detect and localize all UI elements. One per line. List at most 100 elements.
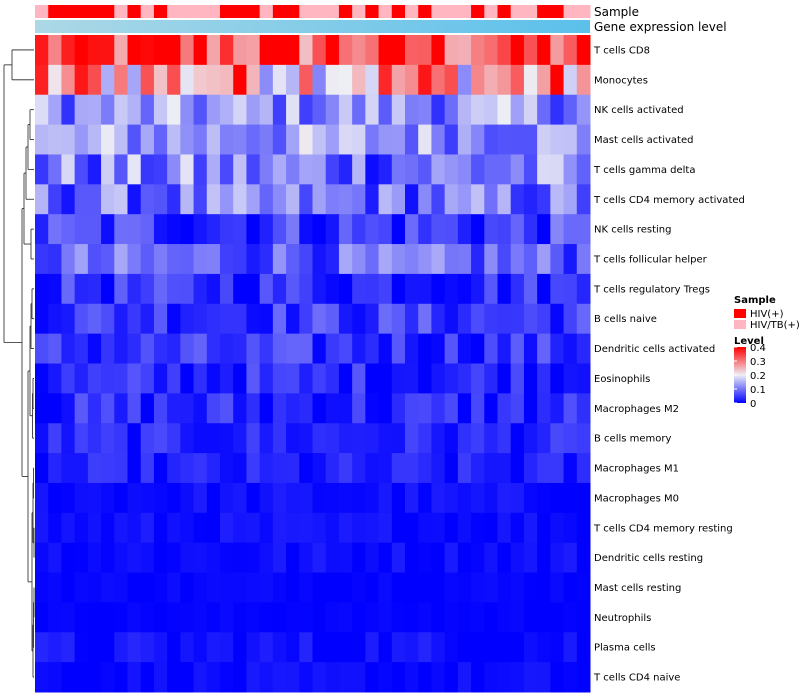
heatmap-cell [114, 214, 128, 245]
heatmap-cell [550, 363, 565, 394]
heatmap-cell [206, 333, 221, 364]
heatmap-cell [74, 662, 89, 693]
heatmap-cell [405, 363, 419, 394]
heatmap-cell [74, 273, 89, 305]
expression-annotation-bar [35, 20, 590, 33]
heatmap-cell [405, 154, 419, 185]
heatmap-cell [510, 453, 525, 484]
heatmap-cell [378, 94, 393, 126]
heatmap-cell [286, 124, 300, 155]
heatmap-cell [471, 662, 485, 693]
heatmap-cell [246, 542, 261, 574]
heatmap-cell [206, 184, 221, 215]
heatmap-cell [153, 154, 168, 185]
heatmap-cell [87, 363, 102, 394]
heatmap-cell [87, 214, 102, 245]
heatmap-cell [537, 632, 551, 663]
heatmap-cell [471, 393, 485, 424]
heatmap-cell [193, 184, 208, 215]
heatmap-cell [233, 542, 247, 574]
heatmap-cell [74, 393, 89, 424]
heatmap-cell [576, 154, 591, 185]
heatmap-cell [206, 423, 221, 454]
heatmap-cell [101, 542, 115, 574]
heatmap-cell [35, 303, 49, 335]
heatmap-cell [444, 214, 459, 245]
heatmap-cell [431, 184, 446, 215]
heatmap-cell [74, 64, 89, 96]
heatmap-cell [246, 662, 261, 693]
heatmap-cell [259, 512, 274, 544]
heatmap-cell [405, 453, 419, 484]
heatmap-cell [127, 244, 142, 275]
heatmap-cell [431, 482, 446, 514]
heatmap-cell [550, 94, 565, 126]
row-label: NK cells activated [594, 105, 684, 116]
row-label: Dendritic cells activated [594, 344, 715, 355]
heatmap-cell [101, 35, 115, 66]
heatmap-cell [457, 94, 472, 126]
heatmap-cell [193, 482, 208, 514]
heatmap-cell [523, 363, 538, 394]
heatmap-cell [550, 453, 565, 484]
heatmap-cell [74, 154, 89, 185]
heatmap-cell [444, 363, 459, 394]
heatmap-cell [497, 124, 512, 155]
sample-annotation-cell [365, 5, 380, 18]
legend-tick-label: 0.4 [750, 343, 766, 354]
heatmap-cell [299, 632, 313, 663]
heatmap-cell [87, 572, 102, 603]
heatmap-cell [61, 184, 76, 215]
heatmap-cell [61, 35, 76, 66]
heatmap-cell [259, 363, 274, 394]
heatmap-cell [431, 333, 446, 364]
heatmap-cell [312, 572, 327, 603]
heatmap-cell [259, 572, 274, 603]
heatmap-cell [246, 572, 261, 603]
heatmap-cell [563, 244, 578, 275]
heatmap-cell [523, 154, 538, 185]
heatmap-cell [391, 572, 406, 603]
heatmap-cell [48, 94, 62, 126]
heatmap-cell [74, 333, 89, 364]
heatmap-cell [457, 333, 472, 364]
heatmap-cell [537, 482, 551, 514]
heatmap-cell [101, 453, 115, 484]
heatmap-cell [471, 572, 485, 603]
heatmap-cell [563, 393, 578, 424]
heatmap-cell [378, 184, 393, 215]
heatmap-cell [523, 393, 538, 424]
heatmap-cell [338, 602, 353, 633]
heatmap-cell [550, 35, 565, 66]
heatmap-cell [550, 333, 565, 364]
heatmap-cell [523, 35, 538, 66]
heatmap-cell [140, 542, 155, 574]
heatmap-cell [405, 273, 419, 305]
heatmap-cell [167, 453, 181, 484]
heatmap-cell [48, 512, 62, 544]
heatmap-cell [418, 393, 432, 424]
heatmap-cell [61, 363, 76, 394]
heatmap-cell [127, 363, 142, 394]
heatmap-cell [206, 602, 221, 633]
sample-annotation-cell [510, 5, 525, 18]
heatmap-cell [167, 64, 181, 96]
heatmap-cell [523, 244, 538, 275]
heatmap-cell [471, 512, 485, 544]
heatmap-cell [193, 273, 208, 305]
heatmap-cell [352, 423, 366, 454]
heatmap-cell [537, 214, 551, 245]
heatmap-cell [114, 124, 128, 155]
expression-gradient-cell [35, 20, 590, 33]
heatmap-cell [153, 423, 168, 454]
heatmap-cell [378, 273, 393, 305]
heatmap-cell [510, 273, 525, 305]
heatmap-cell [550, 303, 565, 335]
heatmap-cell [61, 124, 76, 155]
heatmap-cell [352, 363, 366, 394]
heatmap-cell [153, 214, 168, 245]
heatmap-cell [537, 572, 551, 603]
heatmap-cell [312, 482, 327, 514]
heatmap-cell [457, 542, 472, 574]
heatmap-cell [299, 393, 313, 424]
